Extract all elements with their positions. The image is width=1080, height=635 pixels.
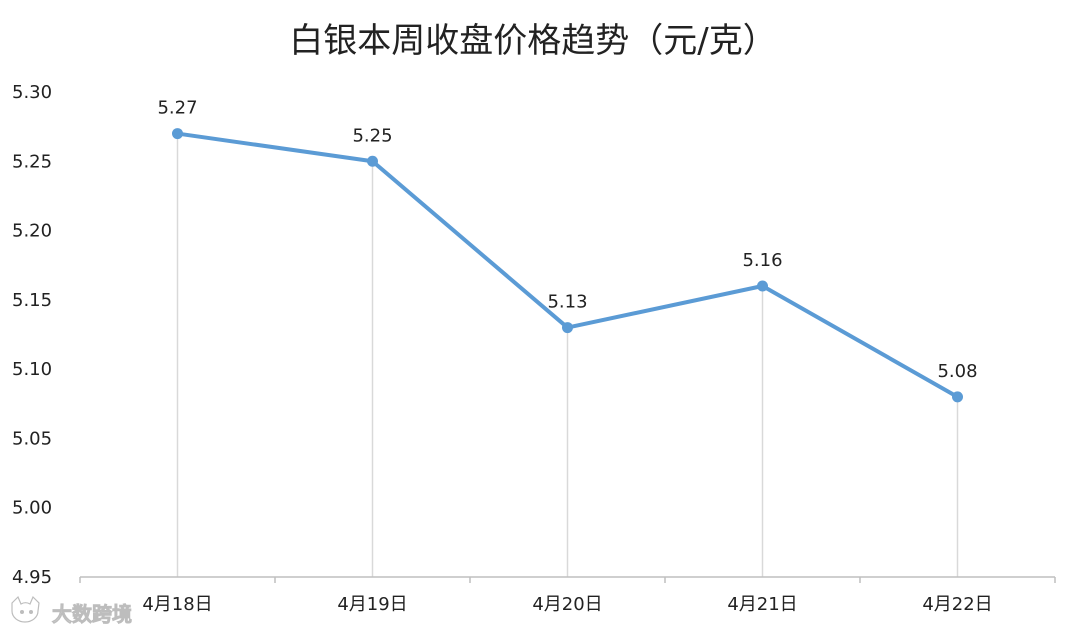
data-point (172, 128, 183, 140)
x-axis-tick-labels: 4月18日 4月19日 4月20日 4月21日 4月22日 (142, 594, 992, 615)
watermark-text: 大数跨境 (52, 602, 132, 626)
data-label: 5.27 (157, 98, 197, 119)
data-point (952, 391, 963, 403)
x-tick-label: 4月21日 (727, 594, 797, 615)
watermark: 大数跨境 (11, 595, 132, 626)
y-tick-label: 5.15 (12, 290, 52, 311)
cat-face-icon (11, 595, 40, 623)
x-tick-label: 4月20日 (532, 594, 602, 615)
data-point (562, 322, 573, 334)
chart-title: 白银本周收盘价格趋势（元/克） (289, 21, 776, 61)
y-tick-label: 5.10 (12, 359, 52, 380)
data-label: 5.25 (352, 125, 392, 146)
x-tick-label: 4月22日 (922, 594, 992, 615)
drop-lines (176, 133, 959, 577)
y-tick-label: 5.30 (12, 82, 52, 103)
y-tick-label: 5.20 (12, 221, 52, 242)
x-axis-ticks (79, 577, 1056, 583)
data-label: 5.08 (937, 361, 977, 382)
y-tick-label: 4.95 (12, 567, 52, 588)
y-tick-label: 5.25 (12, 151, 52, 172)
data-point (367, 155, 378, 167)
y-tick-label: 5.00 (12, 498, 52, 519)
y-axis-tick-labels: 4.95 5.00 5.05 5.10 5.15 5.20 5.25 5.30 (12, 82, 52, 588)
x-tick-label: 4月18日 (142, 594, 212, 615)
x-tick-label: 4月19日 (337, 594, 407, 615)
y-tick-label: 5.05 (12, 428, 52, 449)
data-points (172, 128, 963, 403)
data-labels: 5.27 5.25 5.13 5.16 5.08 (157, 98, 977, 382)
data-point (757, 280, 768, 292)
data-label: 5.13 (547, 292, 587, 313)
data-label: 5.16 (742, 250, 782, 271)
